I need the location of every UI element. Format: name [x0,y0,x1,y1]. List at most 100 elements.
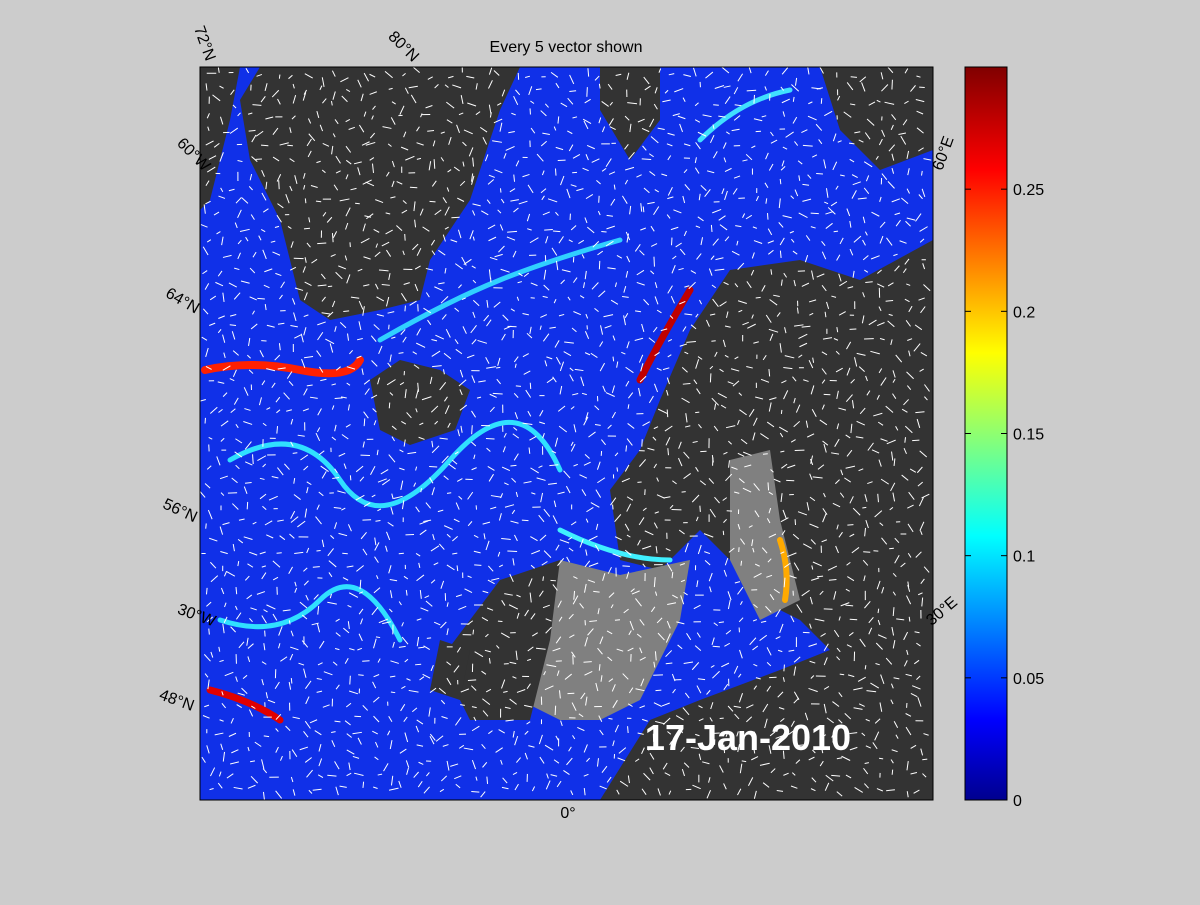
vector [892,770,893,775]
vector [264,736,269,737]
vector [536,89,542,90]
grid-label: 56°N [160,496,200,527]
vector [879,758,883,759]
vector [817,576,823,577]
grid-label: 60°E [930,134,958,173]
vector [599,664,600,671]
vector [544,229,553,230]
vector [291,678,292,683]
vector [206,588,207,594]
vector [834,231,838,232]
vector [851,77,857,78]
vector [376,637,380,638]
vector [415,664,421,665]
vector [496,367,500,368]
vector [683,383,691,384]
vector [763,454,768,455]
vector [279,180,280,189]
vector [473,630,474,635]
vector [613,357,614,362]
vector [457,565,458,571]
vector [553,231,560,232]
vector [655,690,661,691]
vector [713,646,720,647]
vector [304,228,310,229]
colorbar-tick-label: 0.1 [1013,549,1035,566]
vector [617,467,618,471]
vector [487,777,488,784]
vector [257,298,265,299]
vector [747,90,756,91]
colorbar [965,67,1007,800]
vector [909,617,910,622]
vector [668,448,669,455]
grid-label: 80°N [385,28,422,65]
vector [209,629,210,635]
vector [862,507,866,508]
grid-label: 64°N [163,285,202,318]
vector [741,561,742,566]
vector [343,311,349,312]
vector [316,201,321,202]
vector [305,198,306,203]
date-label: 17-Jan-2010 [645,717,851,758]
vector [905,437,906,442]
vector [711,225,712,232]
vector [277,426,278,433]
vector [507,551,517,552]
vector [863,552,870,553]
vector [230,325,236,326]
vector [710,373,711,382]
vector [236,587,237,594]
vector [829,580,837,581]
vector [780,179,781,184]
vector [471,792,479,793]
vector [474,565,481,566]
vector [493,393,503,394]
vector [468,680,476,681]
vector [317,243,326,244]
vector [472,425,473,434]
vector [784,665,785,672]
colorbar-tick-label: 0.25 [1013,182,1044,199]
vector [587,87,588,97]
vector [811,213,819,214]
vector [399,353,404,354]
vector [277,553,282,554]
vector [840,674,844,675]
vector [583,662,591,663]
grid-label: 72°N [190,24,218,63]
title: Every 5 vector shown [490,39,643,56]
vector [922,759,927,760]
colorbar-tick-label: 0.15 [1013,427,1044,444]
vector [332,233,333,242]
vector [768,482,769,490]
vector [780,251,781,258]
vector [289,620,290,624]
vector [628,726,629,733]
vector [849,143,854,144]
vector [555,168,556,175]
vector [555,706,556,715]
vector [364,418,365,426]
vector [447,493,451,494]
colorbar-tick-label: 0.05 [1013,671,1044,688]
vector [358,675,363,676]
vector [754,95,755,104]
vector [316,550,320,551]
vector [335,398,343,399]
vector [287,145,293,146]
vector [769,369,770,376]
vector [642,159,651,160]
vector [543,576,544,580]
vector [626,445,627,451]
colorbar-tick-label: 0 [1013,793,1022,810]
vector [421,488,422,492]
vector [429,466,437,467]
vector [922,171,923,176]
vector [850,619,857,620]
vector [522,520,529,521]
vector [821,98,822,104]
